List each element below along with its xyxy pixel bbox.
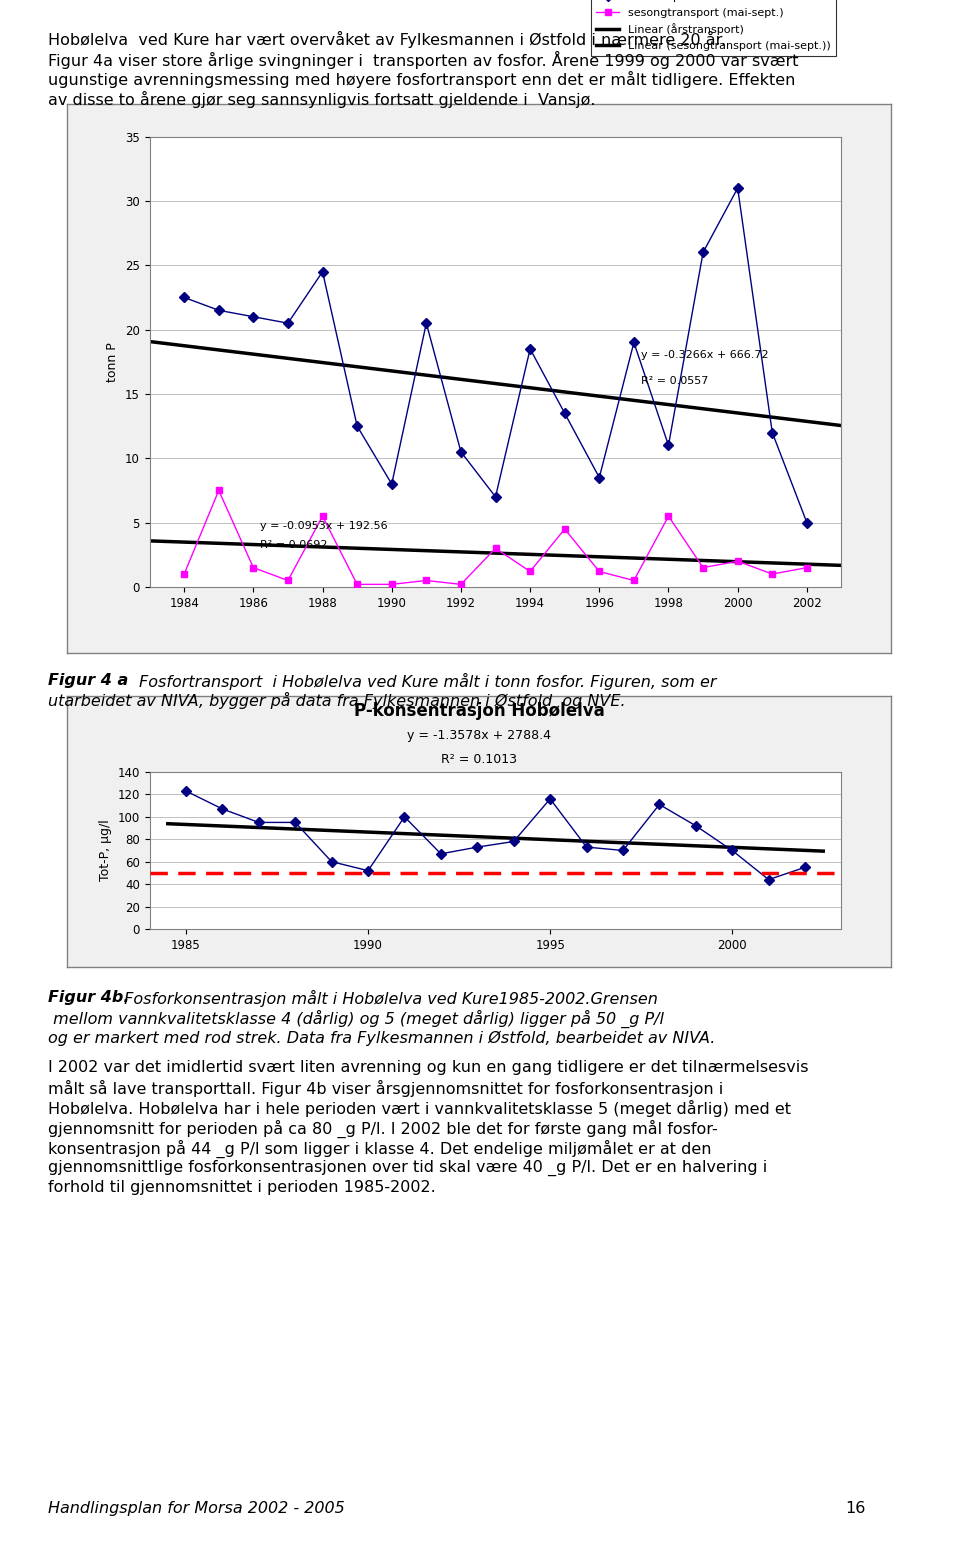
Text: y = -0.3266x + 666.72: y = -0.3266x + 666.72 — [641, 350, 768, 360]
Text: y = -1.3578x + 2788.4: y = -1.3578x + 2788.4 — [407, 730, 551, 743]
Text: I 2002 var det imidlertid svært liten avrenning og kun en gang tidligere er det : I 2002 var det imidlertid svært liten av… — [48, 1060, 808, 1075]
Text: Handlingsplan for Morsa 2002 - 2005: Handlingsplan for Morsa 2002 - 2005 — [48, 1501, 345, 1516]
Text: 16: 16 — [845, 1501, 865, 1516]
Text: R² = 0.1013: R² = 0.1013 — [441, 753, 517, 766]
Text: P-konsentrasjon Hobølelva: P-konsentrasjon Hobølelva — [353, 702, 605, 719]
Text: av disse to årene gjør seg sannsynligvis fortsatt gjeldende i  Vansjø.: av disse to årene gjør seg sannsynligvis… — [48, 91, 595, 108]
Legend: årstransport, sesongtransport (mai-sept.), Linear (årstransport), Linear (sesong: årstransport, sesongtransport (mai-sept.… — [591, 0, 836, 56]
Text: R² = 0.0692: R² = 0.0692 — [260, 540, 327, 551]
Text: gjennomsnitt for perioden på ca 80 _g P/l. I 2002 ble det for første gang mål fo: gjennomsnitt for perioden på ca 80 _g P/… — [48, 1120, 718, 1139]
Text: Figur 4b.: Figur 4b. — [48, 990, 130, 1006]
Y-axis label: Tot-P, μg/l: Tot-P, μg/l — [99, 820, 112, 882]
Text: Figur 4a viser store årlige svingninger i  transporten av fosfor. Årene 1999 og : Figur 4a viser store årlige svingninger … — [48, 51, 799, 70]
Text: Hobølelva. Hobølelva har i hele perioden vært i vannkvalitetsklasse 5 (meget dår: Hobølelva. Hobølelva har i hele perioden… — [48, 1100, 791, 1117]
Text: R² = 0.0557: R² = 0.0557 — [641, 376, 708, 385]
Text: Hobølelva  ved Kure har vært overvåket av Fylkesmannen i Østfold i nærmere 20 år: Hobølelva ved Kure har vært overvåket av… — [48, 31, 726, 48]
Text: mellom vannkvalitetsklasse 4 (dårlig) og 5 (meget dårlig) ligger på 50 _g P/l: mellom vannkvalitetsklasse 4 (dårlig) og… — [48, 1010, 664, 1029]
Text: Fosforkonsentrasjon målt i Hobølelva ved Kure1985-2002.Grensen: Fosforkonsentrasjon målt i Hobølelva ved… — [119, 990, 658, 1007]
Text: gjennomsnittlige fosforkonsentrasjonen over tid skal være 40 _g P/l. Det er en h: gjennomsnittlige fosforkonsentrasjonen o… — [48, 1160, 767, 1176]
Text: y = -0.0953x + 192.56: y = -0.0953x + 192.56 — [260, 521, 388, 531]
Text: Figur 4 a: Figur 4 a — [48, 673, 129, 688]
Text: ugunstige avrenningsmessing med høyere fosfortransport enn det er målt tidligere: ugunstige avrenningsmessing med høyere f… — [48, 71, 796, 88]
Text: målt så lave transporttall. Figur 4b viser årsgjennomsnittet for fosforkonsentra: målt så lave transporttall. Figur 4b vis… — [48, 1080, 723, 1097]
Text: utarbeidet av NIVA, bygger på data fra Fylkesmannen i Østfold  og NVE.: utarbeidet av NIVA, bygger på data fra F… — [48, 692, 626, 709]
Y-axis label: tonn P: tonn P — [107, 342, 119, 382]
Text: forhold til gjennomsnittet i perioden 1985-2002.: forhold til gjennomsnittet i perioden 19… — [48, 1180, 436, 1196]
Text: og er markert med rod strek. Data fra Fylkesmannen i Østfold, bearbeidet av NIVA: og er markert med rod strek. Data fra Fy… — [48, 1030, 715, 1046]
Text: Fosfortransport  i Hobølelva ved Kure målt i tonn fosfor. Figuren, som er: Fosfortransport i Hobølelva ved Kure mål… — [139, 673, 717, 690]
Text: konsentrasjon på 44 _g P/l som ligger i klasse 4. Det endelige miljømålet er at : konsentrasjon på 44 _g P/l som ligger i … — [48, 1140, 711, 1159]
